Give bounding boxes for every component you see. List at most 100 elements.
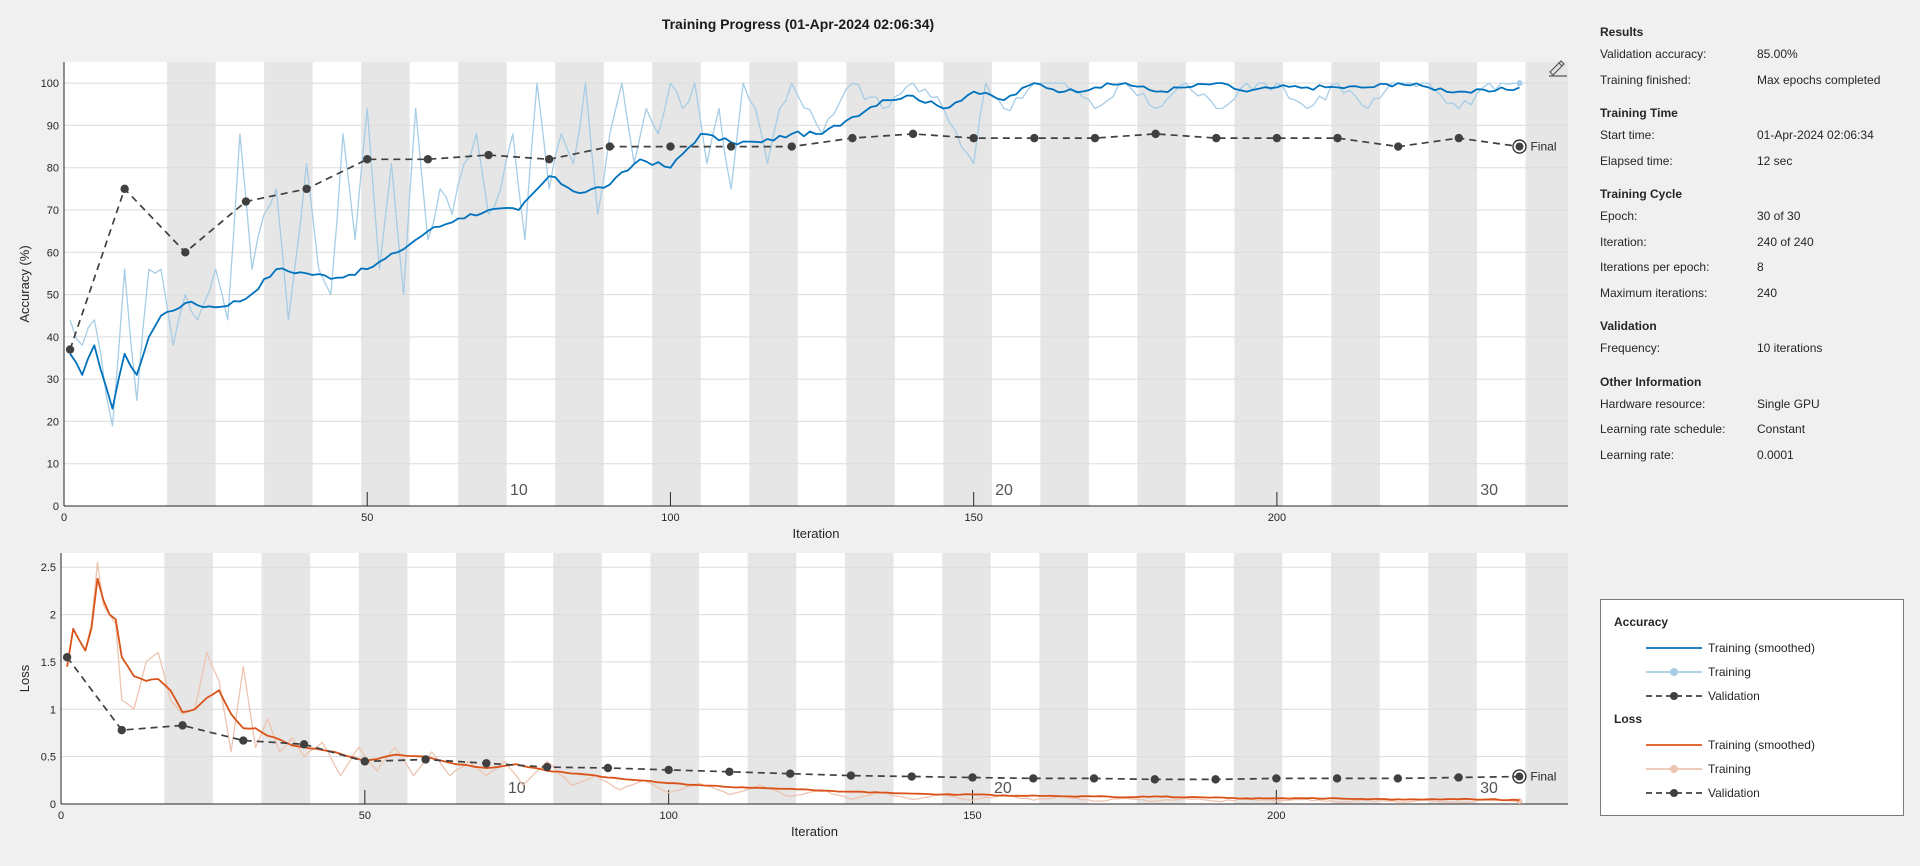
legend-line-solid-blue bbox=[1646, 647, 1702, 649]
info-value: 85.00% bbox=[1757, 47, 1798, 61]
validation-point bbox=[1393, 142, 1403, 151]
training-raw-line bbox=[66, 561, 1520, 804]
legend-line-marker-lightorange bbox=[1646, 765, 1702, 773]
y-tick-label: 90 bbox=[47, 120, 59, 132]
epoch-band bbox=[1040, 62, 1089, 506]
y-axis-label: Accuracy (%) bbox=[17, 245, 32, 322]
info-value: Max epochs completed bbox=[1757, 72, 1881, 87]
y-tick-label: 20 bbox=[47, 416, 59, 428]
info-key: Hardware resource: bbox=[1600, 396, 1706, 411]
info-row: Maximum iterations: 240 bbox=[1600, 281, 1910, 307]
validation-point bbox=[239, 736, 248, 745]
y-tick-label: 0 bbox=[50, 799, 56, 811]
legend-loss-training: Training bbox=[1646, 761, 1751, 777]
info-row: Learning rate schedule: Constant bbox=[1600, 417, 1910, 443]
epoch-label: 20 bbox=[994, 780, 1012, 797]
info-row: Iterations per epoch: 8 bbox=[1600, 255, 1910, 281]
epoch-band bbox=[1428, 553, 1477, 804]
y-tick-label: 1.5 bbox=[41, 657, 56, 669]
x-tick-label: 200 bbox=[1267, 810, 1285, 822]
epoch-band bbox=[1525, 62, 1568, 506]
legend-loss-title: Loss bbox=[1614, 712, 1643, 726]
x-axis-label: Iteration bbox=[793, 526, 840, 541]
y-tick-label: 2 bbox=[50, 610, 56, 622]
validation-point bbox=[363, 155, 372, 164]
info-row: Elapsed time: 12 sec bbox=[1600, 149, 1910, 175]
x-tick-label: 150 bbox=[964, 512, 982, 524]
final-label: Final bbox=[1530, 140, 1556, 154]
legend-label: Training bbox=[1708, 665, 1751, 679]
validation-point bbox=[1393, 774, 1403, 783]
info-section-title: Training Time bbox=[1600, 106, 1678, 120]
validation-point bbox=[846, 771, 856, 780]
epoch-band bbox=[358, 553, 408, 804]
validation-point bbox=[968, 773, 977, 782]
info-value: 240 bbox=[1757, 285, 1778, 300]
validation-point bbox=[302, 184, 311, 194]
validation-point bbox=[482, 759, 491, 768]
y-tick-label: 10 bbox=[47, 459, 59, 471]
x-tick-label: 150 bbox=[963, 810, 981, 822]
legend-label: Training bbox=[1708, 762, 1751, 776]
validation-point bbox=[908, 129, 918, 139]
epoch-band bbox=[164, 553, 213, 804]
info-key: Training finished: bbox=[1600, 72, 1691, 87]
validation-point bbox=[65, 345, 75, 354]
info-row: Validation accuracy: 85.00% bbox=[1600, 42, 1910, 68]
chart-title: Training Progress (01-Apr-2024 02:06:34) bbox=[662, 16, 934, 32]
validation-point bbox=[787, 142, 796, 151]
legend-line-marker-lightblue bbox=[1646, 668, 1702, 676]
epoch-label: 20 bbox=[995, 482, 1013, 499]
validation-point bbox=[605, 142, 615, 151]
y-tick-label: 60 bbox=[47, 247, 59, 259]
info-key: Iterations per epoch: bbox=[1600, 260, 1710, 274]
training-smoothed-line bbox=[69, 82, 1520, 410]
validation-point bbox=[120, 184, 129, 194]
training-last-point bbox=[1516, 798, 1523, 805]
validation-point bbox=[1150, 775, 1159, 784]
y-tick-label: 70 bbox=[47, 205, 59, 217]
info-value: 0.0001 bbox=[1757, 447, 1794, 462]
training-smoothed-line bbox=[66, 577, 1520, 802]
legend-label: Validation bbox=[1708, 786, 1760, 800]
info-row: Start time: 01-Apr-2024 02:06:34 bbox=[1600, 123, 1910, 149]
legend-line-solid-orange bbox=[1646, 744, 1702, 746]
info-section-title: Results bbox=[1600, 25, 1644, 39]
info-row: Training finished: Max epochs completed bbox=[1600, 68, 1910, 94]
epoch-band bbox=[942, 553, 991, 804]
validation-point bbox=[299, 740, 309, 749]
legend-line-dashed-dark bbox=[1646, 789, 1702, 797]
info-value: 01-Apr-2024 02:06:34 bbox=[1757, 128, 1874, 142]
legend-loss-smoothed: Training (smoothed) bbox=[1646, 737, 1815, 753]
validation-point bbox=[544, 155, 554, 164]
epoch-band bbox=[264, 62, 313, 506]
validation-point bbox=[542, 762, 552, 772]
validation-point bbox=[1030, 133, 1039, 143]
info-row: Iteration: 240 of 240 bbox=[1600, 230, 1910, 256]
info-key: Elapsed time: bbox=[1600, 153, 1673, 168]
x-tick-label: 50 bbox=[359, 810, 371, 822]
edit-axes-icon[interactable] bbox=[1545, 58, 1571, 78]
validation-point bbox=[1515, 772, 1524, 781]
epoch-band bbox=[167, 62, 216, 506]
final-marker-ring bbox=[1512, 139, 1527, 154]
training-info-panel: Results Validation accuracy: 85.00% Trainin… bbox=[1600, 22, 1910, 468]
validation-point bbox=[664, 765, 673, 775]
validation-point bbox=[1212, 133, 1221, 143]
epoch-band bbox=[1136, 553, 1186, 804]
validation-point bbox=[421, 755, 430, 764]
info-row: Frequency: 10 iterations bbox=[1600, 336, 1910, 362]
info-value: Constant bbox=[1757, 422, 1806, 436]
info-key: Validation accuracy: bbox=[1600, 47, 1707, 61]
epoch-band bbox=[1331, 62, 1380, 506]
epoch-band bbox=[846, 62, 895, 506]
validation-point bbox=[62, 652, 72, 662]
epoch-band bbox=[1039, 553, 1088, 804]
info-key: Frequency: bbox=[1600, 341, 1661, 355]
epoch-band bbox=[1137, 62, 1186, 506]
validation-point bbox=[1333, 133, 1342, 143]
epoch-label: 10 bbox=[510, 482, 528, 499]
info-key: Learning rate schedule: bbox=[1600, 422, 1726, 436]
validation-point bbox=[1272, 133, 1282, 143]
validation-point bbox=[1090, 133, 1100, 143]
